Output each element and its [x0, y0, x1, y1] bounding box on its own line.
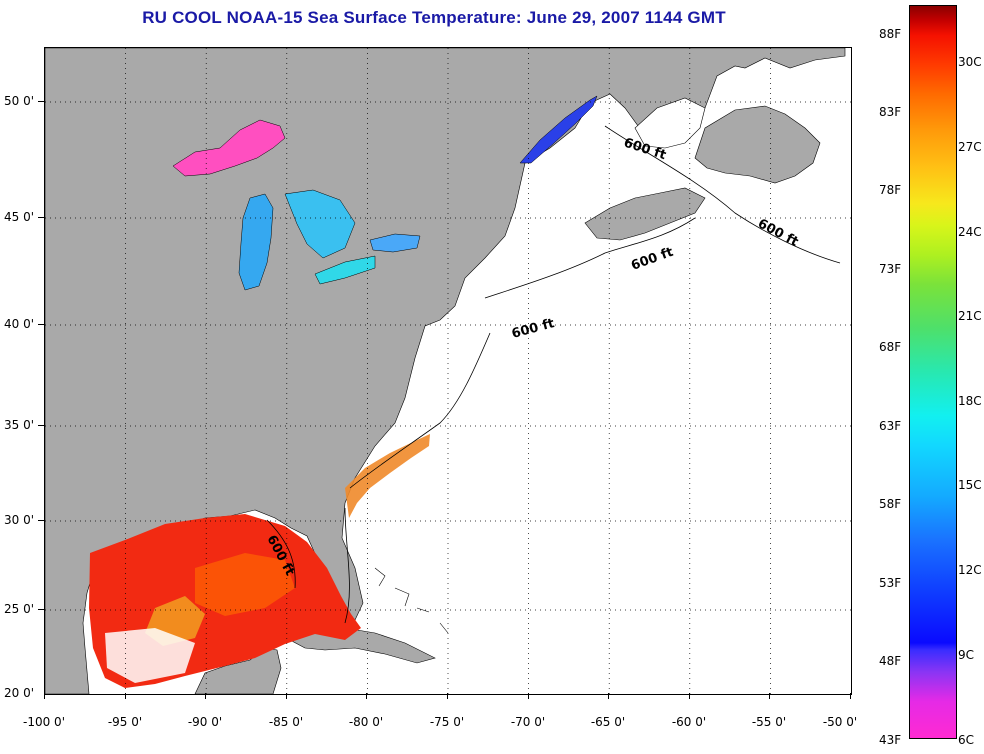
x-tickmark	[286, 693, 287, 699]
colorbar-celsius-label: 18C	[958, 394, 982, 408]
newfoundland-land	[694, 105, 821, 184]
colorbar-fahrenheit-label: 68F	[879, 340, 902, 354]
y-tick-label: 30 0'	[4, 513, 35, 527]
sst-map: 600 ft 600 ft 600 ft 600 ft 600 ft	[44, 47, 852, 695]
colorbar-fahrenheit-label: 83F	[879, 105, 902, 119]
x-tickmark	[366, 693, 367, 699]
x-tick-label: -70 0'	[510, 715, 546, 729]
colorbar-fahrenheit-label: 63F	[879, 419, 902, 433]
lake-erie	[314, 255, 376, 285]
y-tick-label: 45 0'	[4, 210, 35, 224]
colorbar-celsius-label: 21C	[958, 309, 982, 323]
temperature-colorbar	[909, 5, 957, 739]
x-tickmark	[125, 693, 126, 699]
x-tick-label: -65 0'	[590, 715, 626, 729]
colorbar-fahrenheit-label: 88F	[879, 27, 902, 41]
colorbar-celsius-label: 12C	[958, 563, 982, 577]
lake-huron	[284, 189, 356, 259]
x-tickmark	[447, 693, 448, 699]
y-tickmark	[38, 101, 44, 102]
gulf-st-lawrence-water	[634, 97, 706, 149]
st-lawrence-river	[519, 95, 598, 164]
x-tickmark	[850, 693, 851, 699]
y-tickmark	[38, 324, 44, 325]
colorbar-fahrenheit-label: 43F	[879, 733, 902, 747]
colorbar-celsius-label: 15C	[958, 478, 982, 492]
gulf-warm-patch	[195, 553, 295, 616]
colorbar-fahrenheit-label: 73F	[879, 262, 902, 276]
y-tick-label: 35 0'	[4, 418, 35, 432]
bahamas-islands	[374, 567, 449, 634]
x-tickmark	[689, 693, 690, 699]
colorbar-celsius-label: 24C	[958, 225, 982, 239]
y-tick-label: 20 0'	[4, 686, 35, 700]
colorbar-celsius-label: 27C	[958, 140, 982, 154]
x-tickmark	[44, 693, 45, 699]
y-tickmark	[38, 520, 44, 521]
contour-600ft	[266, 125, 841, 624]
nova-scotia-land	[584, 187, 706, 241]
x-tick-label: -50 0'	[822, 715, 858, 729]
x-tick-label: -95 0'	[107, 715, 143, 729]
x-tickmark	[608, 693, 609, 699]
x-tick-label: -75 0'	[429, 715, 465, 729]
colorbar-fahrenheit-label: 53F	[879, 576, 902, 590]
x-tick-label: -60 0'	[671, 715, 707, 729]
colorbar-fahrenheit-label: 78F	[879, 183, 902, 197]
map-title: RU COOL NOAA-15 Sea Surface Temperature:…	[142, 8, 726, 27]
x-tick-label: -90 0'	[187, 715, 223, 729]
colorbar-fahrenheit-label: 58F	[879, 497, 902, 511]
x-tick-label: -100 0'	[23, 715, 65, 729]
x-tick-label: -55 0'	[751, 715, 787, 729]
gulf-stream-sst	[345, 434, 430, 518]
x-tickmark	[528, 693, 529, 699]
lake-superior	[172, 119, 286, 177]
colorbar-fahrenheit-label: 48F	[879, 654, 902, 668]
x-tick-label: -80 0'	[348, 715, 384, 729]
lake-ontario	[369, 233, 421, 253]
colorbar-celsius-label: 30C	[958, 55, 982, 69]
x-tickmark	[205, 693, 206, 699]
y-tick-label: 50 0'	[4, 94, 35, 108]
colorbar-celsius-label: 6C	[958, 733, 975, 747]
gulf-cloud-gap	[105, 628, 195, 683]
y-tickmark	[38, 609, 44, 610]
y-tick-label: 25 0'	[4, 602, 35, 616]
x-tickmark	[769, 693, 770, 699]
x-tick-label: -85 0'	[268, 715, 304, 729]
y-tickmark	[38, 217, 44, 218]
colorbar-celsius-label: 9C	[958, 648, 975, 662]
y-tick-label: 40 0'	[4, 317, 35, 331]
y-tickmark	[38, 425, 44, 426]
lake-michigan	[238, 193, 274, 291]
